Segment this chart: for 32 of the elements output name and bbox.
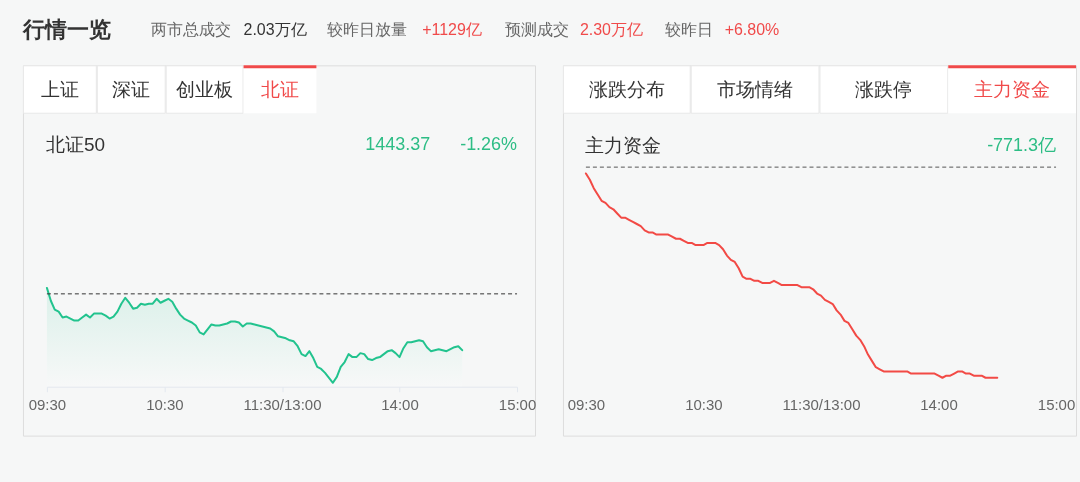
x-tick-label: 11:30/13:00 — [243, 396, 322, 414]
text: +1129亿 — [422, 21, 482, 39]
text: 两市总成交 — [150, 21, 231, 39]
x-tick-label: 10:30 — [146, 396, 184, 414]
x-tick-label: 09:30 — [567, 396, 606, 414]
text: -771.3亿 — [987, 135, 1057, 156]
x-tick-label: 10:30 — [685, 396, 723, 414]
text: 预测成交 — [505, 21, 570, 39]
x-tick-label: 15:00 — [498, 396, 537, 414]
text: 北证 — [260, 79, 299, 101]
text: 2.03万亿 — [243, 21, 307, 39]
text: +6.80% — [724, 21, 780, 39]
x-tick-label: 15:00 — [1037, 396, 1076, 414]
x-tick-label: 14:00 — [381, 396, 419, 414]
text: 行情一览 — [21, 17, 111, 43]
text: 创业板 — [176, 79, 234, 101]
text: 市场情绪 — [717, 79, 794, 101]
text: -1.26% — [460, 134, 518, 155]
chart-title: 北证50 — [45, 134, 106, 156]
x-tick-label: 09:30 — [28, 396, 67, 414]
text: 上证 — [40, 79, 79, 101]
text: 1443.37 — [365, 134, 431, 155]
chart-title: 主力资金 — [584, 135, 661, 157]
text: 较昨日放量 — [327, 21, 408, 39]
text: 2.30万亿 — [579, 21, 644, 39]
text: 涨跌停 — [855, 79, 913, 101]
x-tick-label: 14:00 — [920, 396, 958, 414]
x-tick-label: 11:30/13:00 — [782, 396, 861, 414]
text: 涨跌分布 — [588, 79, 665, 101]
text: 深证 — [112, 79, 151, 101]
text: 较昨日 — [664, 21, 713, 39]
text: 主力资金 — [974, 79, 1051, 101]
